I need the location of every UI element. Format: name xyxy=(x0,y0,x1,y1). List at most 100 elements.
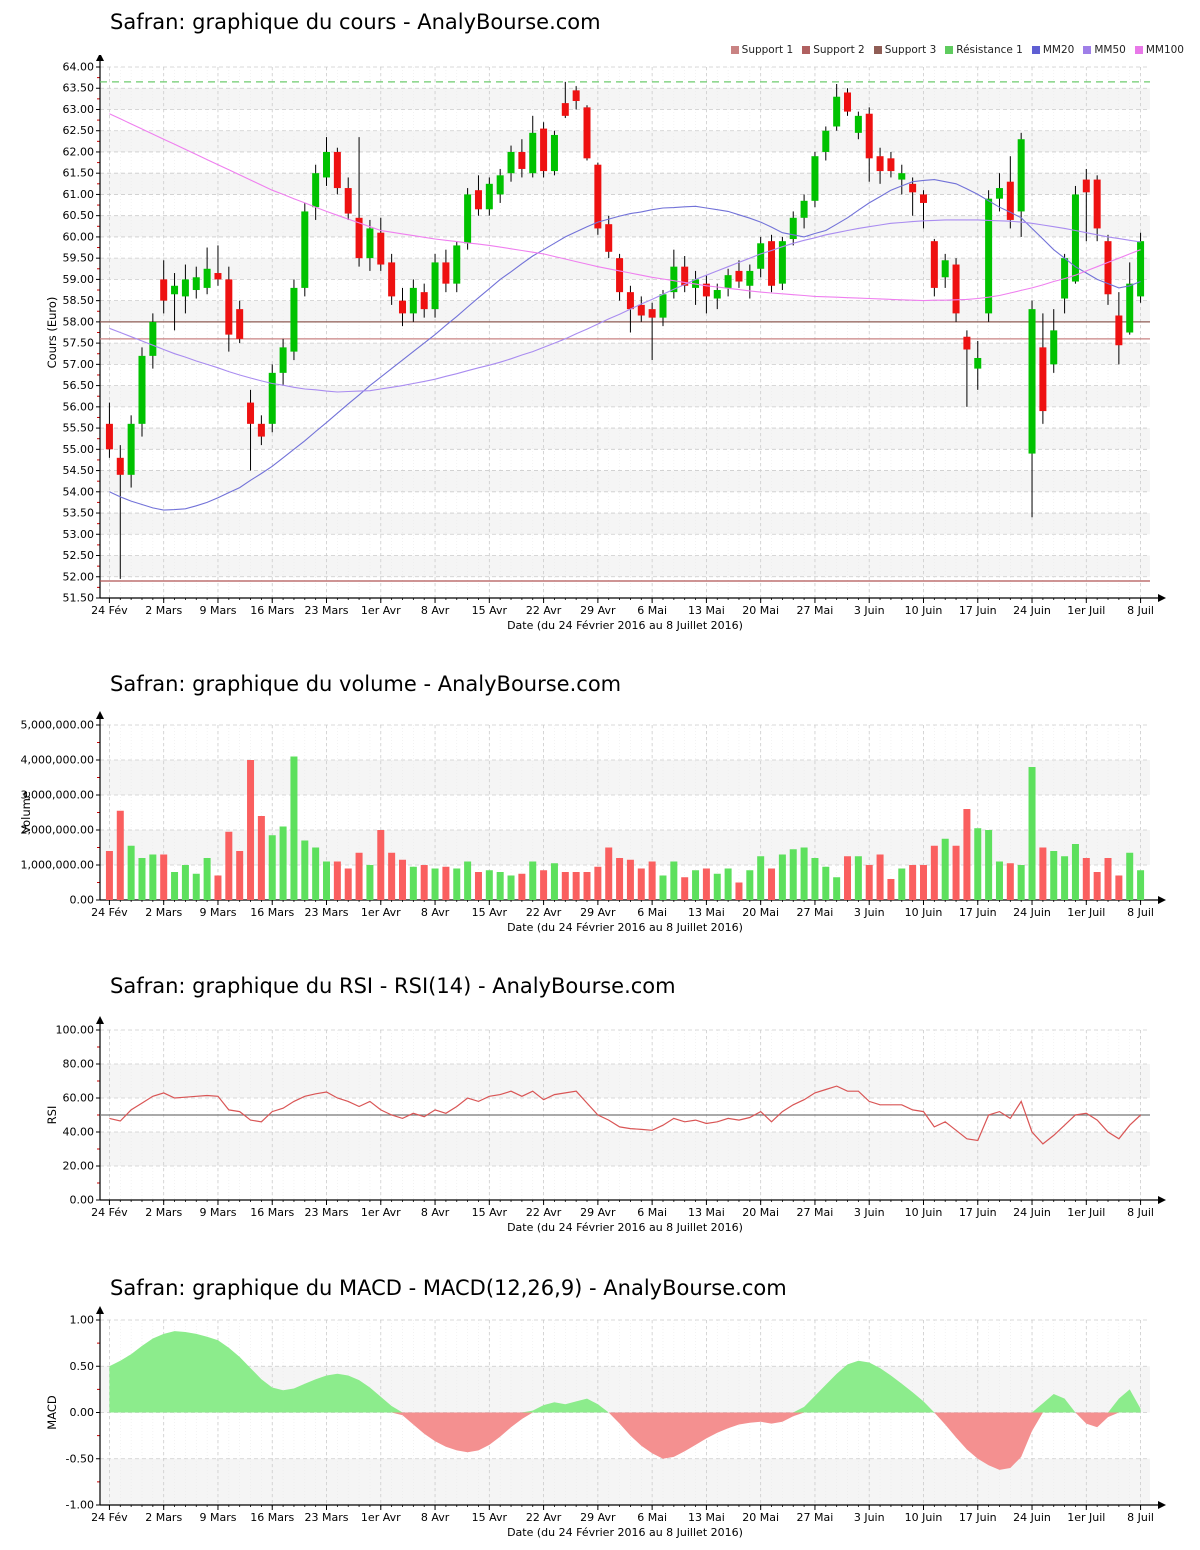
volume-bars xyxy=(105,756,1145,900)
svg-text:56.00: 56.00 xyxy=(63,400,95,413)
svg-text:8 Juil: 8 Juil xyxy=(1127,604,1154,617)
rsi-y-axis: 100.00 80.00 60.00 40.00 20.00 0.00 xyxy=(56,1016,104,1207)
svg-text:0.00: 0.00 xyxy=(70,1406,95,1419)
svg-text:6 Mai: 6 Mai xyxy=(637,604,667,617)
svg-text:0.50: 0.50 xyxy=(70,1360,95,1373)
legend-label: Support 2 xyxy=(813,44,865,56)
svg-text:1er Juil: 1er Juil xyxy=(1067,1206,1105,1219)
svg-text:1er Juil: 1er Juil xyxy=(1067,906,1105,919)
svg-text:23 Mars: 23 Mars xyxy=(305,906,349,919)
svg-text:24 Fév: 24 Fév xyxy=(91,906,128,919)
svg-text:1er Avr: 1er Avr xyxy=(361,1511,401,1524)
legend-item-mm100: MM100 xyxy=(1134,44,1184,56)
svg-text:60.50: 60.50 xyxy=(63,209,95,222)
svg-text:0.00: 0.00 xyxy=(70,894,95,907)
legend-label: MM20 xyxy=(1042,44,1075,56)
svg-text:Date (du 24 Février 2016 au 8: Date (du 24 Février 2016 au 8 Juillet 20… xyxy=(507,1221,743,1234)
svg-text:16 Mars: 16 Mars xyxy=(250,906,294,919)
svg-text:8 Juil: 8 Juil xyxy=(1127,1206,1154,1219)
svg-text:63.50: 63.50 xyxy=(63,82,95,95)
svg-text:4,000,000.00: 4,000,000.00 xyxy=(21,754,94,767)
svg-text:24 Juin: 24 Juin xyxy=(1013,604,1051,617)
svg-text:2,000,000.00: 2,000,000.00 xyxy=(21,824,94,837)
svg-text:1er Juil: 1er Juil xyxy=(1067,604,1105,617)
svg-text:2 Mars: 2 Mars xyxy=(145,906,182,919)
svg-text:1,000,000.00: 1,000,000.00 xyxy=(21,859,94,872)
svg-text:10 Juin: 10 Juin xyxy=(905,906,943,919)
legend-label: Support 1 xyxy=(741,44,794,56)
svg-text:24 Fév: 24 Fév xyxy=(91,604,128,617)
svg-text:56.50: 56.50 xyxy=(63,379,95,392)
legend-item-mm20: MM20 xyxy=(1031,44,1075,56)
price-chart-legend: Support 1 Support 2 Support 3 Résistance 1 M… xyxy=(730,44,1184,56)
svg-text:6 Mai: 6 Mai xyxy=(637,1206,667,1219)
svg-text:5,000,000.00: 5,000,000.00 xyxy=(21,719,94,732)
svg-text:17 Juin: 17 Juin xyxy=(959,604,997,617)
svg-text:23 Mars: 23 Mars xyxy=(305,1511,349,1524)
svg-text:6 Mai: 6 Mai xyxy=(637,1511,667,1524)
legend-item-support-1: Support 1 xyxy=(730,44,794,56)
svg-text:59.50: 59.50 xyxy=(63,252,95,265)
svg-text:1er Avr: 1er Avr xyxy=(361,906,401,919)
svg-text:23 Mars: 23 Mars xyxy=(305,604,349,617)
svg-text:1.00: 1.00 xyxy=(70,1314,95,1327)
svg-text:17 Juin: 17 Juin xyxy=(959,1511,997,1524)
svg-text:15 Avr: 15 Avr xyxy=(472,906,508,919)
svg-text:Date (du 24 Février 2016 au 8: Date (du 24 Février 2016 au 8 Juillet 20… xyxy=(507,921,743,934)
svg-text:Date (du 24 Février 2016 au 8: Date (du 24 Février 2016 au 8 Juillet 20… xyxy=(507,1526,743,1539)
svg-text:80.00: 80.00 xyxy=(63,1058,95,1071)
svg-text:55.00: 55.00 xyxy=(63,443,95,456)
price-chart-plot: 64.00 63.50 63.00 62.50 62.00 61.50 61.00 60.50… xyxy=(45,55,1166,632)
legend-swatch xyxy=(802,46,811,54)
svg-text:1er Avr: 1er Avr xyxy=(361,604,401,617)
svg-text:15 Avr: 15 Avr xyxy=(472,604,508,617)
svg-text:60.00: 60.00 xyxy=(63,1092,95,1105)
price-levels xyxy=(100,81,1150,582)
macd-negative-area xyxy=(109,1412,1141,1470)
svg-text:8 Avr: 8 Avr xyxy=(421,906,450,919)
svg-text:8 Juil: 8 Juil xyxy=(1127,906,1154,919)
svg-text:1er Avr: 1er Avr xyxy=(361,1206,401,1219)
svg-text:61.50: 61.50 xyxy=(63,167,95,180)
ma-line-mm20 xyxy=(109,179,1141,511)
ma-line-mm100 xyxy=(109,113,1141,302)
svg-text:52.50: 52.50 xyxy=(63,549,95,562)
macd-x-axis: 24 Fév 2 Mars 9 Mars 16 Mars 23 Mars 1er Avr 8… xyxy=(91,1501,1166,1539)
legend-swatch xyxy=(945,46,954,54)
price-x-axis: 24 Fév 2 Mars 9 Mars 16 Mars 23 Mars 1er Avr 8… xyxy=(91,594,1166,632)
svg-text:29 Avr: 29 Avr xyxy=(580,1511,616,1524)
svg-text:10 Juin: 10 Juin xyxy=(905,1206,943,1219)
legend-item-mm50: MM50 xyxy=(1083,44,1126,56)
svg-text:8 Avr: 8 Avr xyxy=(421,604,450,617)
price-y-label: Cours (Euro) xyxy=(45,297,59,369)
svg-text:55.50: 55.50 xyxy=(63,422,95,435)
rsi-y-label: RSI xyxy=(45,1106,59,1125)
macd-y-label: MACD xyxy=(45,1395,59,1430)
legend-label: Support 3 xyxy=(884,44,937,56)
svg-text:40.00: 40.00 xyxy=(63,1126,95,1139)
svg-text:6 Mai: 6 Mai xyxy=(637,906,667,919)
svg-text:58.00: 58.00 xyxy=(63,315,95,328)
svg-text:22 Avr: 22 Avr xyxy=(526,604,562,617)
svg-text:17 Juin: 17 Juin xyxy=(959,906,997,919)
svg-text:-0.50: -0.50 xyxy=(66,1452,94,1465)
legend-swatch xyxy=(1134,46,1143,54)
svg-text:29 Avr: 29 Avr xyxy=(580,906,616,919)
legend-label: Résistance 1 xyxy=(956,44,1023,56)
svg-text:13 Mai: 13 Mai xyxy=(688,1206,725,1219)
svg-text:17 Juin: 17 Juin xyxy=(959,1206,997,1219)
svg-text:15 Avr: 15 Avr xyxy=(472,1511,508,1524)
price-vgrid xyxy=(109,67,1141,598)
svg-text:13 Mai: 13 Mai xyxy=(688,1511,725,1524)
svg-text:8 Avr: 8 Avr xyxy=(421,1511,450,1524)
legend-item-support-3: Support 3 xyxy=(873,44,937,56)
legend-swatch xyxy=(873,46,882,54)
volume-bands xyxy=(100,760,1150,865)
svg-text:20 Mai: 20 Mai xyxy=(742,1206,779,1219)
svg-text:10 Juin: 10 Juin xyxy=(905,604,943,617)
svg-text:20 Mai: 20 Mai xyxy=(742,1511,779,1524)
svg-text:63.00: 63.00 xyxy=(63,103,95,116)
volume-x-axis: 24 Fév 2 Mars 9 Mars 16 Mars 23 Mars 1er Avr 8… xyxy=(91,896,1166,934)
